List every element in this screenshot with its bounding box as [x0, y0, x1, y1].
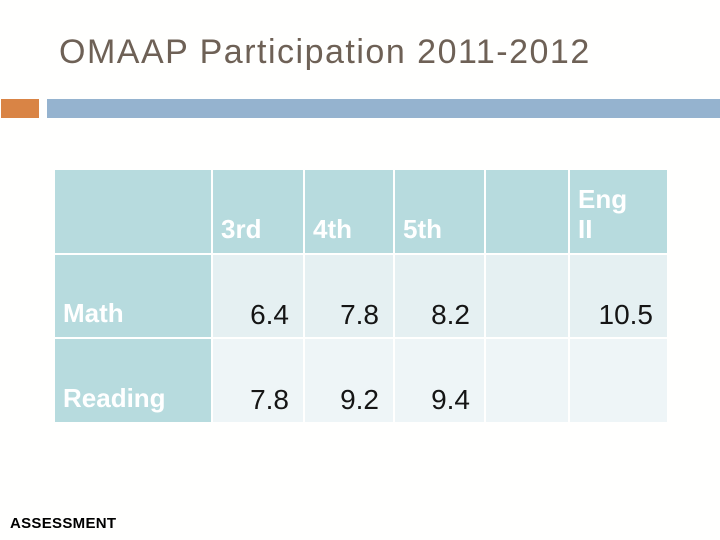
accent-bar-orange [1, 99, 39, 118]
table-cell-reading-5th: 9.4 [395, 339, 484, 422]
table-cell-reading-4th: 9.2 [305, 339, 393, 422]
table-row-label-math: Math [55, 255, 211, 337]
table-cell-reading-blank [486, 339, 568, 422]
table-header-cell-4th: 4th [305, 170, 393, 253]
footer-label: ASSESSMENT [10, 515, 117, 532]
accent-bar-blue [47, 99, 720, 118]
table-header-cell-blank [55, 170, 211, 253]
slide-title: OMAAP Participation 2011-2012 [59, 33, 591, 71]
table-cell-math-eng-ii: 10.5 [570, 255, 667, 337]
table-row-label-reading: Reading [55, 339, 211, 422]
participation-table: 3rd 4th 5th Eng II Math 6.4 7.8 8.2 10.5… [55, 170, 667, 422]
table-cell-math-5th: 8.2 [395, 255, 484, 337]
table-cell-math-3rd: 6.4 [213, 255, 303, 337]
table-cell-math-4th: 7.8 [305, 255, 393, 337]
table-cell-math-blank [486, 255, 568, 337]
table-cell-reading-eng-ii [570, 339, 667, 422]
table-header-cell-blank2 [486, 170, 568, 253]
table-cell-reading-3rd: 7.8 [213, 339, 303, 422]
table-header-cell-eng-ii: Eng II [570, 170, 667, 253]
table-header-cell-3rd: 3rd [213, 170, 303, 253]
table-header-cell-5th: 5th [395, 170, 484, 253]
